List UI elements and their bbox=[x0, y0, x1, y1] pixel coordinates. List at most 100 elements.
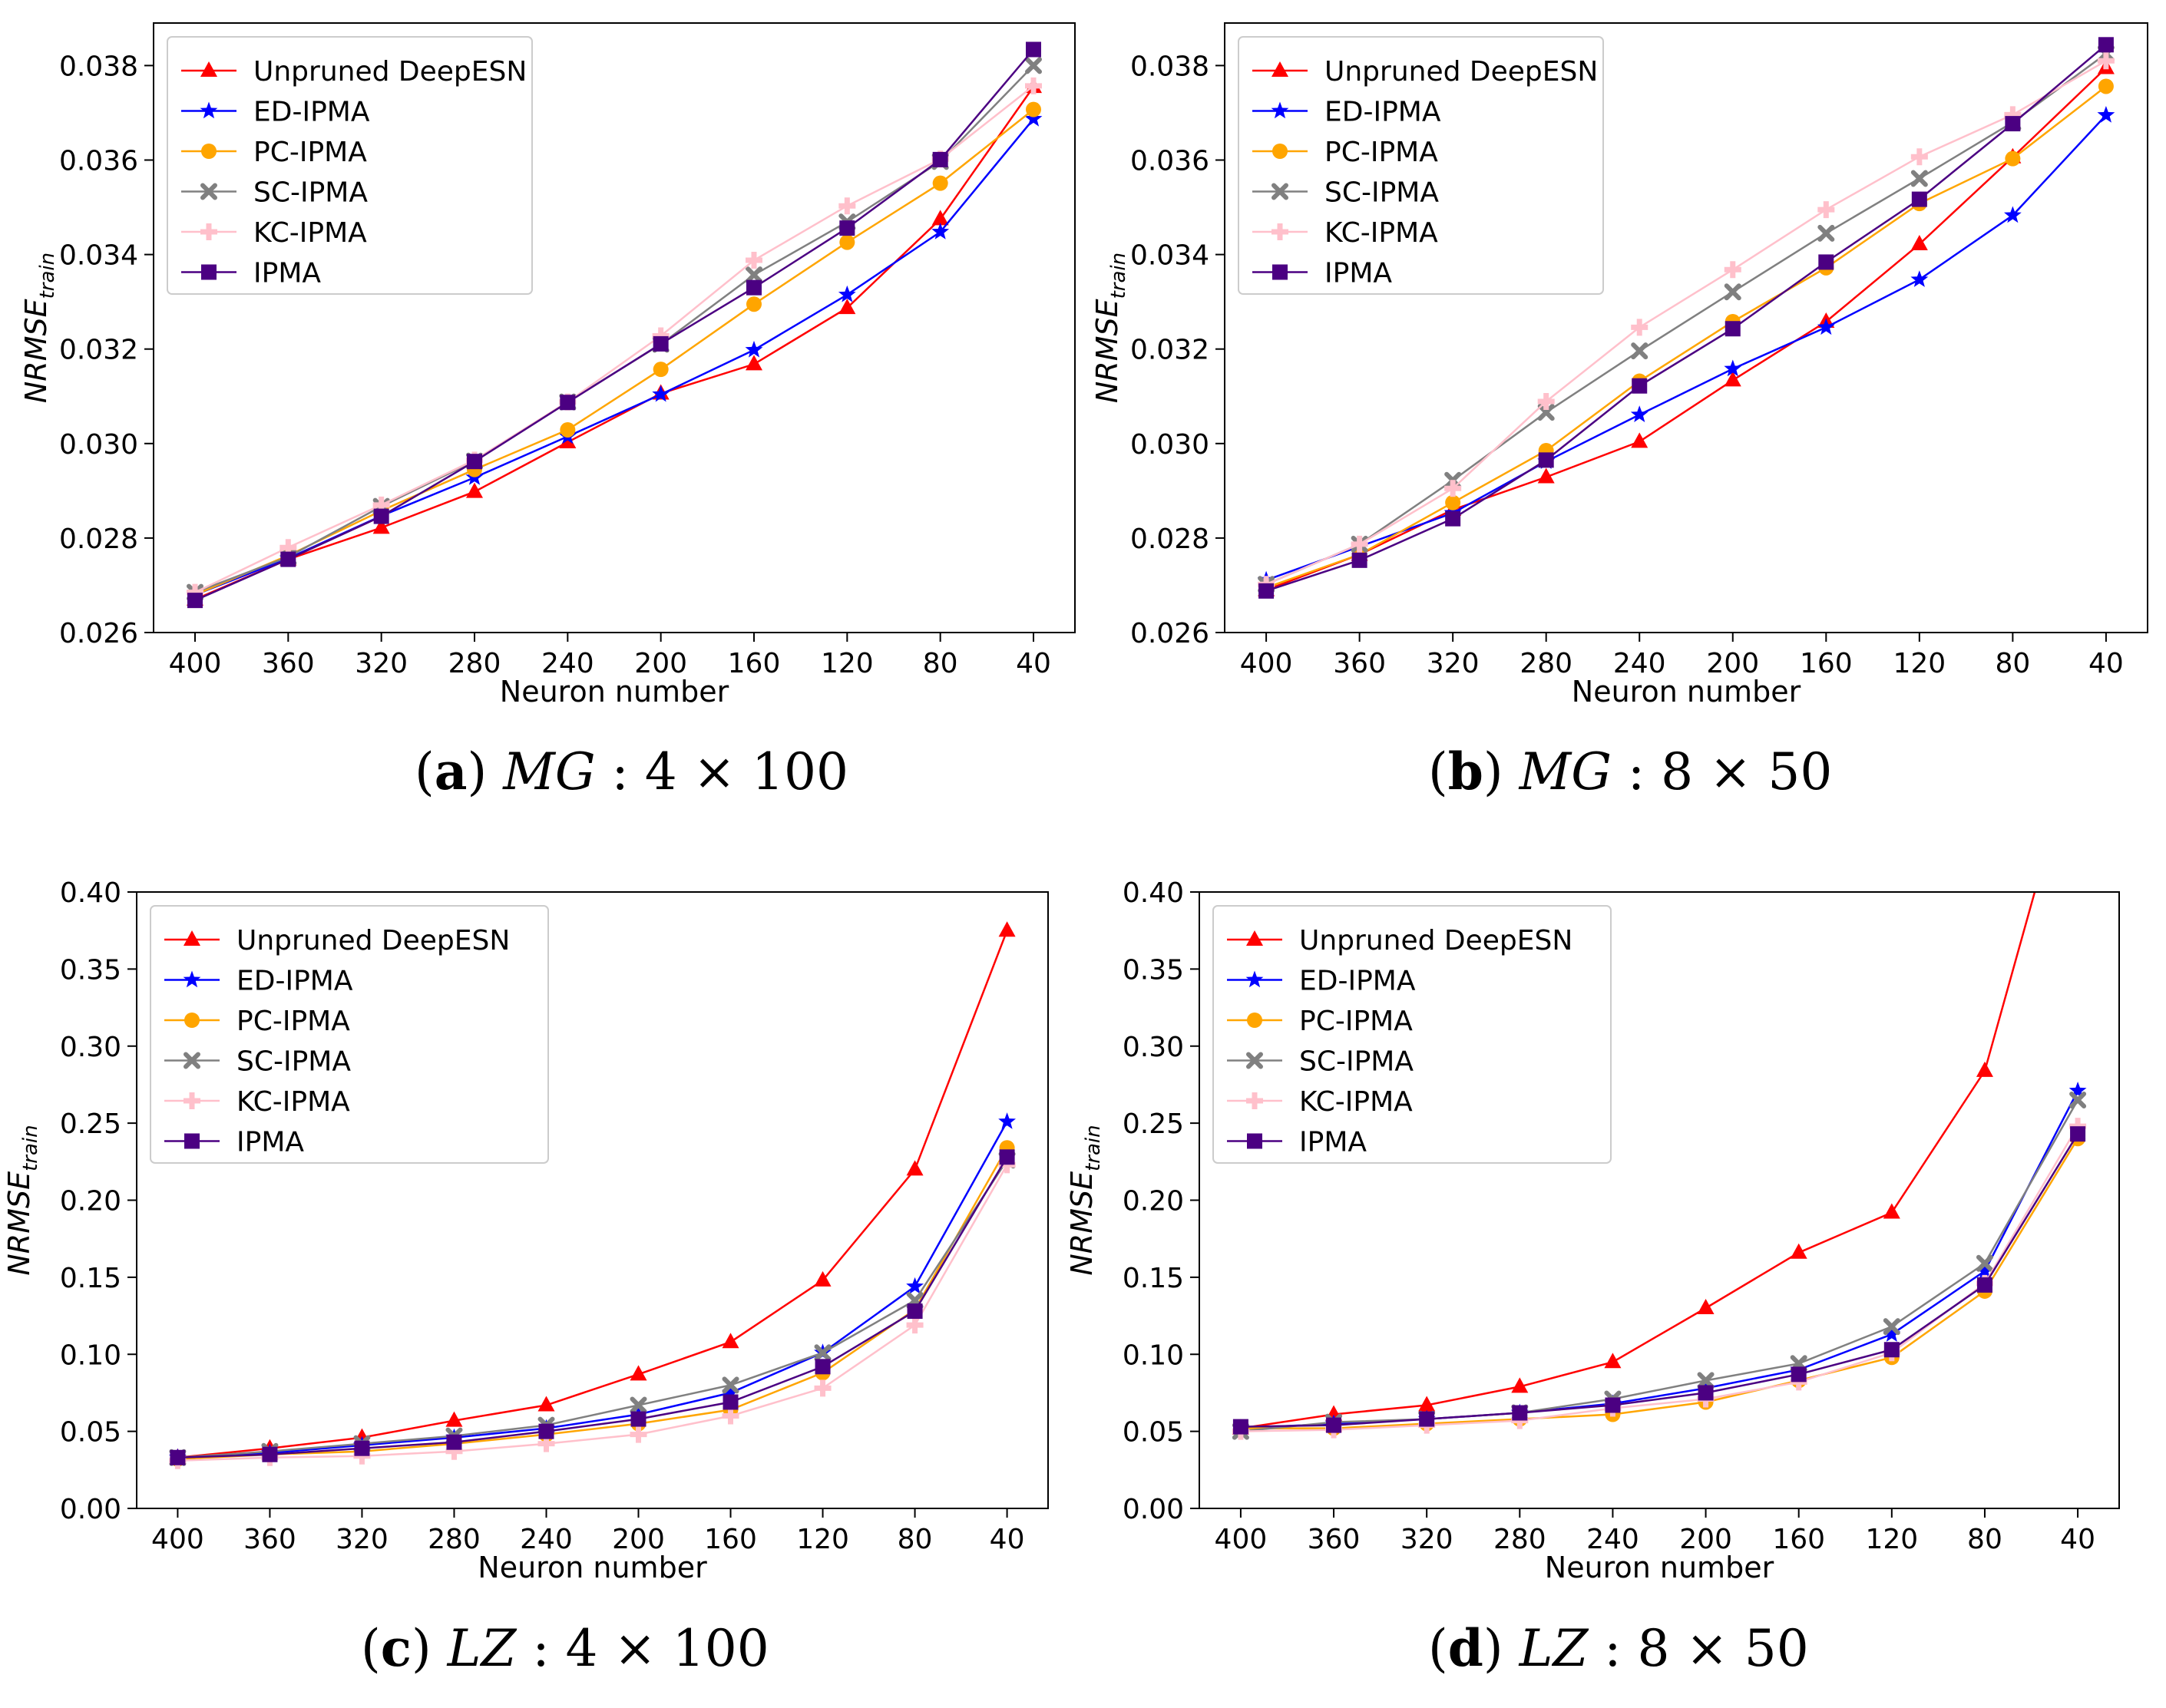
data-point bbox=[467, 454, 482, 470]
data-point bbox=[1724, 283, 1741, 301]
series-kc-ipma bbox=[1232, 1118, 2087, 1440]
data-point bbox=[839, 220, 855, 236]
legend-entry: SC-IPMA bbox=[181, 177, 368, 209]
subfigure-caption: (a) MG : 4 × 100 bbox=[415, 742, 848, 801]
data-point bbox=[1538, 452, 1554, 468]
subfigure-caption: (c) LZ : 4 × 100 bbox=[361, 1618, 769, 1678]
x-tick-label: 160 bbox=[1772, 1524, 1825, 1555]
data-point bbox=[1604, 1353, 1622, 1369]
legend-label: Unpruned DeepESN bbox=[1299, 925, 1572, 956]
plot-frame bbox=[1224, 22, 2148, 633]
data-point bbox=[746, 251, 762, 269]
x-tick-label: 80 bbox=[923, 648, 958, 679]
data-point bbox=[1910, 170, 1928, 187]
legend-entry: SC-IPMA bbox=[1227, 1046, 1414, 1078]
data-point bbox=[932, 175, 948, 191]
y-tick-label: 0.032 bbox=[59, 335, 138, 366]
y-tick-label: 0.034 bbox=[1130, 240, 1209, 272]
x-tick-label: 400 bbox=[169, 648, 222, 679]
data-point bbox=[560, 395, 576, 411]
legend-marker bbox=[200, 223, 217, 240]
data-point bbox=[1632, 378, 1648, 394]
plot-frame bbox=[153, 22, 1076, 633]
series-line bbox=[177, 1156, 1008, 1459]
data-point bbox=[814, 1379, 832, 1397]
y-tick-label: 0.026 bbox=[1130, 618, 1209, 649]
legend-entry: Unpruned DeepESN bbox=[164, 925, 510, 956]
legend-box bbox=[150, 905, 549, 1164]
legend-label: PC-IPMA bbox=[253, 137, 367, 168]
legend-marker bbox=[200, 101, 218, 119]
series-line bbox=[194, 84, 1034, 593]
data-point bbox=[838, 299, 856, 315]
y-tick-label: 0.028 bbox=[1130, 524, 1209, 555]
y-tick-label: 0.25 bbox=[1123, 1108, 1184, 1140]
legend-marker bbox=[1271, 101, 1289, 119]
legend: Unpruned DeepESN ED-IPMA PC-IPMA SC-IPMA KC-… bbox=[150, 905, 549, 1164]
legend-entry: KC-IPMA bbox=[164, 1086, 350, 1118]
data-point bbox=[1537, 404, 1555, 421]
series-line bbox=[177, 1147, 1008, 1461]
x-tick-label: 360 bbox=[243, 1524, 296, 1555]
subfigure-caption: (d) LZ : 8 × 50 bbox=[1428, 1618, 1809, 1678]
legend: Unpruned DeepESN ED-IPMA PC-IPMA SC-IPMA KC-… bbox=[167, 36, 533, 295]
data-point bbox=[1418, 1396, 1436, 1412]
legend-marker bbox=[1246, 1052, 1263, 1069]
legend-entry: Unpruned DeepESN bbox=[181, 56, 527, 88]
data-point bbox=[1883, 1203, 1900, 1219]
legend-marker bbox=[184, 1013, 200, 1028]
legend-label: KC-IPMA bbox=[253, 217, 367, 249]
legend-box bbox=[1212, 905, 1612, 1164]
data-point bbox=[372, 518, 390, 534]
legend-label: Unpruned DeepESN bbox=[253, 56, 527, 88]
data-point bbox=[630, 1396, 647, 1414]
series-ed-ipma bbox=[169, 1112, 1016, 1465]
data-point bbox=[1698, 1385, 1714, 1401]
x-tick-label: 160 bbox=[1800, 648, 1853, 679]
y-tick-label: 0.35 bbox=[1123, 954, 1184, 986]
data-point bbox=[746, 296, 762, 312]
legend-marker bbox=[183, 970, 201, 988]
data-point bbox=[722, 1407, 739, 1425]
x-tick-label: 400 bbox=[151, 1524, 204, 1555]
series-line bbox=[1265, 114, 2107, 581]
x-tick-label: 400 bbox=[1215, 1524, 1268, 1555]
legend-marker bbox=[200, 183, 217, 200]
subfigure-caption: (b) MG : 8 × 50 bbox=[1428, 742, 1832, 801]
data-point bbox=[1818, 254, 1834, 270]
legend-label: KC-IPMA bbox=[236, 1086, 350, 1118]
series-line bbox=[177, 1164, 1008, 1462]
data-point bbox=[1817, 318, 1835, 335]
series-line bbox=[177, 930, 1008, 1459]
data-point bbox=[445, 1411, 463, 1427]
legend-marker bbox=[1272, 144, 1288, 159]
legend-label: PC-IPMA bbox=[236, 1006, 350, 1037]
series-line bbox=[1240, 1125, 2079, 1432]
legend-entry: PC-IPMA bbox=[1252, 137, 1438, 168]
legend-label: ED-IPMA bbox=[236, 966, 353, 997]
data-point bbox=[2070, 1126, 2086, 1142]
x-axis-label: Neuron number bbox=[1545, 1551, 1774, 1584]
data-point bbox=[653, 335, 669, 352]
data-point bbox=[1351, 552, 1367, 568]
y-tick-label: 0.40 bbox=[1123, 877, 1184, 909]
y-tick-label: 0.038 bbox=[1130, 51, 1209, 82]
y-tick-label: 0.20 bbox=[60, 1186, 121, 1217]
data-point bbox=[1024, 109, 1043, 127]
x-tick-label: 120 bbox=[796, 1524, 849, 1555]
data-point bbox=[2005, 116, 2021, 132]
data-point bbox=[999, 1149, 1015, 1165]
legend-marker bbox=[184, 1052, 200, 1069]
legend-label: PC-IPMA bbox=[1299, 1006, 1413, 1037]
data-point bbox=[838, 197, 856, 215]
x-tick-label: 120 bbox=[1865, 1524, 1918, 1555]
legend-entry: Unpruned DeepESN bbox=[1227, 925, 1572, 956]
legend-marker bbox=[1272, 264, 1288, 280]
chart-panel-b: 0.026 0.028 0.030 0.032 0.034 0.036 0.038 400 36… bbox=[1090, 22, 2148, 801]
data-point bbox=[1724, 261, 1741, 279]
data-point bbox=[2097, 52, 2115, 70]
legend-marker bbox=[1246, 1092, 1263, 1109]
data-point bbox=[1724, 371, 1741, 387]
legend-entry: KC-IPMA bbox=[1252, 217, 1438, 249]
data-point bbox=[1631, 342, 1648, 360]
